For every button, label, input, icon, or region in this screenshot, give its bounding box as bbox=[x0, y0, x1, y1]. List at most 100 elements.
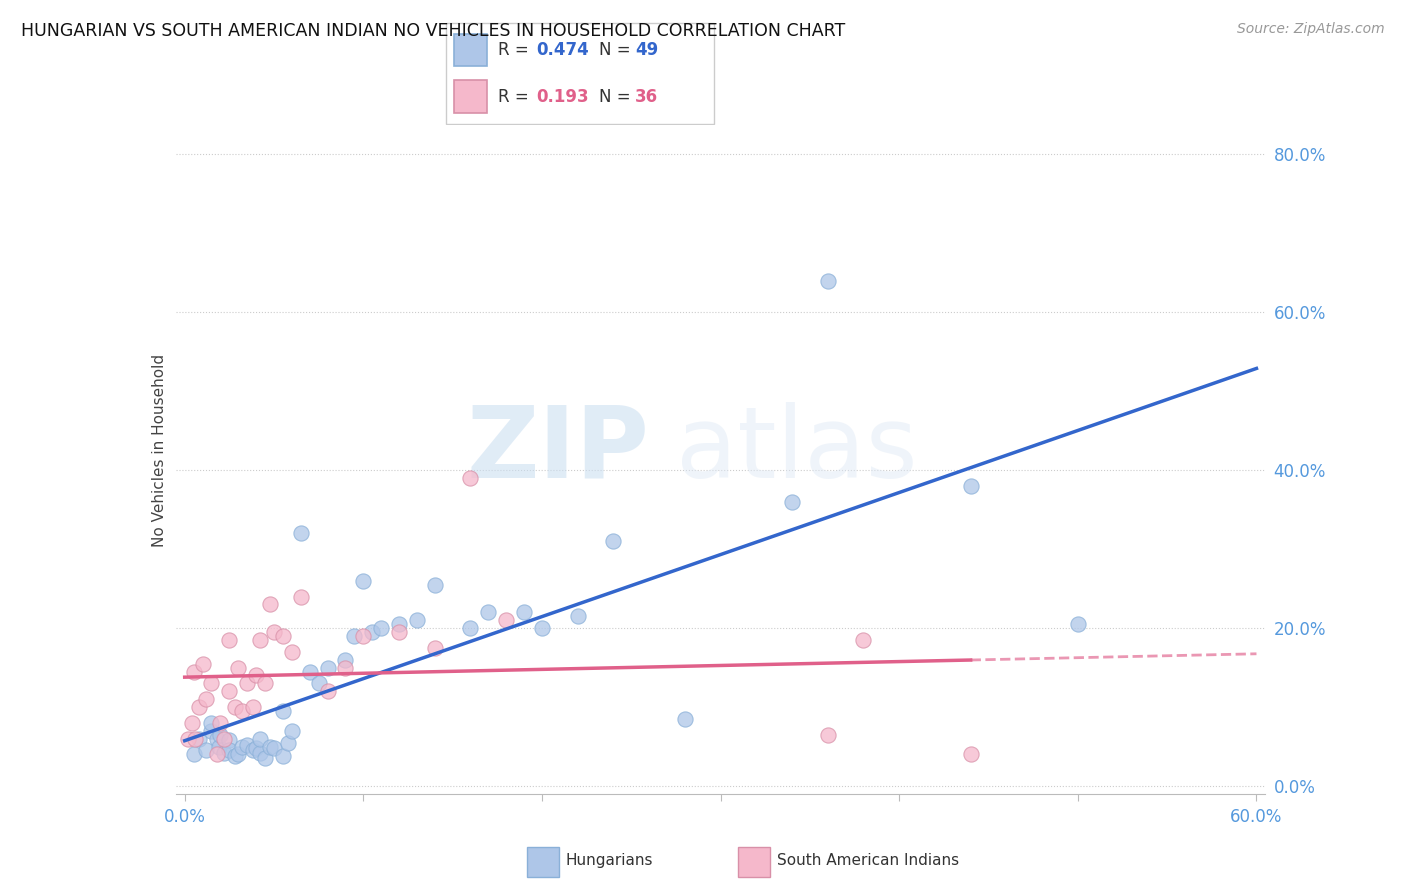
Point bbox=[226, 660, 249, 674]
Point bbox=[316, 684, 339, 698]
Point bbox=[495, 613, 517, 627]
Point bbox=[352, 574, 374, 588]
Point bbox=[218, 632, 240, 647]
Point bbox=[242, 700, 264, 714]
Point bbox=[388, 625, 411, 640]
Point bbox=[370, 621, 392, 635]
Text: 0.193: 0.193 bbox=[536, 88, 589, 106]
Point bbox=[290, 590, 312, 604]
Point bbox=[602, 534, 624, 549]
Point bbox=[1067, 617, 1090, 632]
Point bbox=[959, 479, 981, 493]
Point bbox=[271, 704, 294, 718]
Point bbox=[361, 625, 384, 640]
Point bbox=[231, 739, 253, 754]
Point bbox=[263, 741, 285, 756]
Point bbox=[177, 731, 200, 746]
Point bbox=[188, 700, 211, 714]
Point bbox=[277, 735, 299, 749]
Point bbox=[218, 684, 240, 698]
Point bbox=[852, 632, 875, 647]
Point bbox=[352, 629, 374, 643]
Text: South American Indians: South American Indians bbox=[778, 854, 959, 868]
Point bbox=[224, 700, 246, 714]
Point bbox=[205, 731, 228, 746]
Point bbox=[423, 577, 446, 591]
Point bbox=[343, 629, 366, 643]
Point bbox=[226, 747, 249, 762]
Point bbox=[183, 747, 205, 762]
Point bbox=[245, 668, 267, 682]
Point bbox=[254, 676, 277, 690]
Point bbox=[335, 660, 357, 674]
Point bbox=[249, 632, 271, 647]
Point bbox=[281, 645, 304, 659]
Point bbox=[263, 625, 285, 640]
Point bbox=[388, 617, 411, 632]
Bar bbox=[527, 847, 560, 877]
Bar bbox=[454, 34, 486, 66]
Bar bbox=[738, 847, 770, 877]
Point bbox=[200, 715, 222, 730]
Point bbox=[231, 704, 253, 718]
Point bbox=[271, 629, 294, 643]
Point bbox=[209, 715, 232, 730]
Point bbox=[290, 526, 312, 541]
Point bbox=[567, 609, 589, 624]
Point bbox=[180, 715, 202, 730]
Text: 36: 36 bbox=[636, 88, 658, 106]
Point bbox=[191, 657, 214, 671]
Point bbox=[817, 728, 839, 742]
Point bbox=[183, 665, 205, 679]
Text: R =: R = bbox=[498, 88, 534, 106]
Point bbox=[298, 665, 321, 679]
Point bbox=[959, 747, 981, 762]
Text: 49: 49 bbox=[636, 41, 658, 59]
Point bbox=[218, 743, 240, 757]
Point bbox=[477, 605, 499, 619]
Point bbox=[530, 621, 553, 635]
Point bbox=[249, 731, 271, 746]
Point bbox=[271, 749, 294, 764]
Point bbox=[259, 739, 281, 754]
Point bbox=[207, 739, 229, 754]
Point bbox=[224, 749, 246, 764]
Point bbox=[236, 738, 259, 752]
Point bbox=[460, 471, 482, 485]
Point bbox=[209, 728, 232, 742]
Point bbox=[218, 733, 240, 747]
Point bbox=[423, 640, 446, 655]
Point bbox=[281, 723, 304, 738]
Point bbox=[259, 598, 281, 612]
Point bbox=[249, 746, 271, 760]
Point bbox=[188, 731, 211, 746]
Text: N =: N = bbox=[599, 88, 636, 106]
Point bbox=[673, 712, 696, 726]
Point bbox=[212, 746, 235, 760]
Point bbox=[513, 605, 536, 619]
Point bbox=[184, 731, 207, 746]
Point bbox=[200, 676, 222, 690]
Point bbox=[460, 621, 482, 635]
Text: Hungarians: Hungarians bbox=[565, 854, 654, 868]
Point bbox=[245, 741, 267, 756]
Text: ZIP: ZIP bbox=[467, 402, 650, 499]
Point bbox=[212, 731, 235, 746]
Point bbox=[780, 495, 803, 509]
Text: Source: ZipAtlas.com: Source: ZipAtlas.com bbox=[1237, 22, 1385, 37]
Bar bbox=[454, 79, 486, 112]
Text: HUNGARIAN VS SOUTH AMERICAN INDIAN NO VEHICLES IN HOUSEHOLD CORRELATION CHART: HUNGARIAN VS SOUTH AMERICAN INDIAN NO VE… bbox=[21, 22, 845, 40]
Text: atlas: atlas bbox=[676, 402, 918, 499]
Text: 0.474: 0.474 bbox=[536, 41, 589, 59]
Point bbox=[236, 676, 259, 690]
Point bbox=[308, 676, 330, 690]
Y-axis label: No Vehicles in Household: No Vehicles in Household bbox=[152, 354, 167, 547]
Point bbox=[242, 743, 264, 757]
FancyBboxPatch shape bbox=[446, 23, 714, 124]
Point bbox=[254, 751, 277, 765]
Point bbox=[195, 743, 218, 757]
Point bbox=[205, 747, 228, 762]
Point bbox=[335, 653, 357, 667]
Point bbox=[817, 274, 839, 288]
Text: R =: R = bbox=[498, 41, 534, 59]
